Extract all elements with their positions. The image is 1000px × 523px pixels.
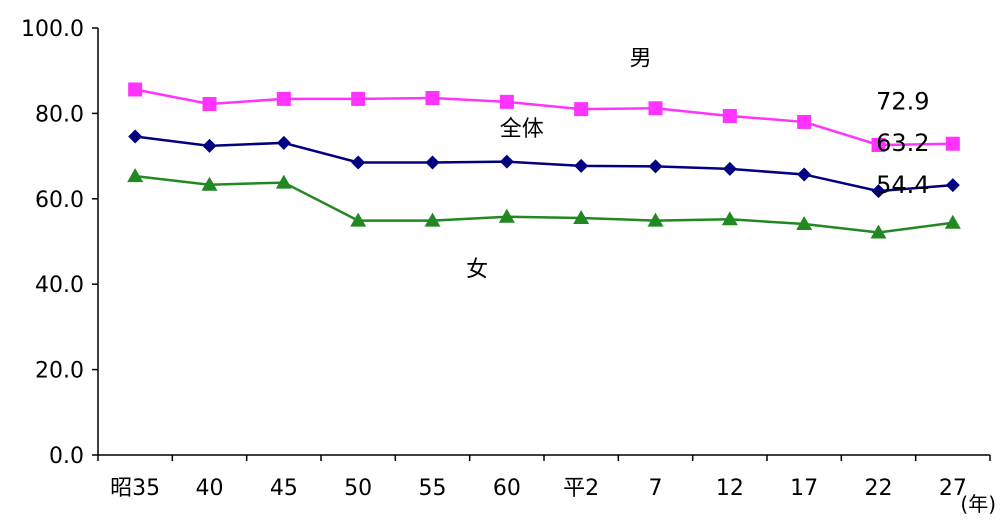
x-tick-label: 昭35 [110, 476, 160, 501]
data-point-male [871, 137, 886, 152]
y-tick-label: 40.0 [35, 273, 84, 298]
data-point-female [350, 212, 367, 227]
series-name-label-female: 女 [466, 258, 488, 283]
data-point-female [275, 174, 292, 189]
x-tick-label: 55 [419, 476, 447, 501]
series-lines [127, 82, 961, 239]
data-point-total [276, 135, 291, 150]
end-value-label-male: 72.9 [876, 88, 929, 116]
data-point-total [574, 158, 589, 173]
data-point-female [870, 224, 887, 239]
axes: 0.0 20.0 40.0 60.0 80.0 100.0 昭35 40 45 50 55 60 平2 7… [21, 17, 996, 516]
series-name-label-male: 男 [630, 47, 652, 72]
data-point-female [498, 208, 515, 223]
data-point-male [648, 101, 663, 116]
data-point-male [276, 91, 291, 106]
data-point-male [202, 97, 217, 112]
data-point-total [871, 184, 886, 199]
x-unit-label: (年) [960, 492, 996, 516]
y-tick-label: 20.0 [35, 359, 84, 384]
data-point-female [721, 211, 738, 226]
data-point-male [574, 102, 589, 117]
data-point-total [351, 155, 366, 170]
x-tick-label: 7 [649, 476, 663, 501]
data-point-total [425, 155, 440, 170]
x-tick-label: 22 [865, 476, 893, 501]
data-point-female [201, 176, 218, 191]
y-tick-label: 80.0 [35, 102, 84, 127]
data-point-male [722, 108, 737, 123]
data-point-female [944, 214, 961, 229]
x-tick-label: 12 [716, 476, 744, 501]
series-name-label-total: 全体 [500, 117, 544, 142]
x-tick-label: 40 [196, 476, 224, 501]
data-point-total [722, 161, 737, 176]
x-tick-label: 平2 [563, 476, 599, 501]
data-point-female [127, 168, 144, 183]
x-tick-label: 50 [344, 476, 372, 501]
series-line-total [135, 135, 953, 193]
data-point-male [945, 136, 960, 151]
x-tick-label: 60 [493, 476, 521, 501]
data-point-female [573, 210, 590, 225]
data-point-male [351, 91, 366, 106]
data-point-female [647, 212, 664, 227]
data-point-total [202, 138, 217, 153]
y-tick-label: 100.0 [21, 17, 84, 42]
series-line-male [134, 88, 953, 147]
data-point-male [425, 91, 440, 106]
data-point-male [797, 114, 812, 129]
series-total [128, 129, 960, 199]
x-tick-label: 27 [939, 476, 967, 501]
x-tick-label: 45 [270, 476, 298, 501]
data-point-female [424, 212, 441, 227]
end-value-label-female: 54.4 [876, 171, 929, 199]
data-point-male [128, 82, 143, 97]
data-point-total [648, 159, 663, 174]
y-tick-label: 0.0 [49, 444, 84, 469]
end-value-label-total: 63.2 [876, 129, 929, 157]
y-tick-label: 60.0 [35, 188, 84, 213]
data-point-total [945, 178, 960, 193]
data-point-total [499, 154, 514, 169]
series-male [128, 82, 960, 152]
x-tick-label: 17 [790, 476, 818, 501]
series-line-female [135, 174, 953, 234]
data-point-total [797, 167, 812, 182]
annotations: 男 72.9 全体 63.2 女 54.4 [466, 47, 929, 283]
data-point-male [499, 94, 514, 109]
data-point-female [796, 215, 813, 230]
data-point-total [128, 129, 143, 144]
series-female [127, 168, 961, 239]
